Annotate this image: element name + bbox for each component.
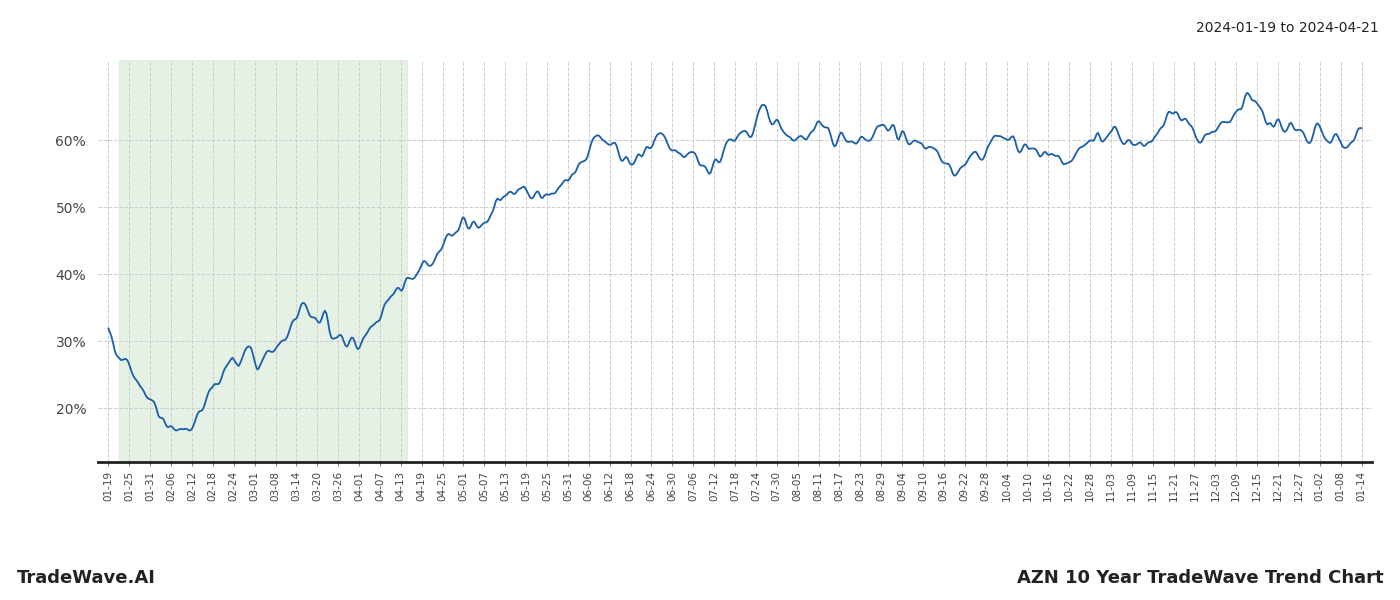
Text: 2024-01-19 to 2024-04-21: 2024-01-19 to 2024-04-21: [1196, 21, 1379, 35]
Text: AZN 10 Year TradeWave Trend Chart: AZN 10 Year TradeWave Trend Chart: [1016, 569, 1383, 587]
Bar: [119, 60, 407, 462]
Text: TradeWave.AI: TradeWave.AI: [17, 569, 155, 587]
